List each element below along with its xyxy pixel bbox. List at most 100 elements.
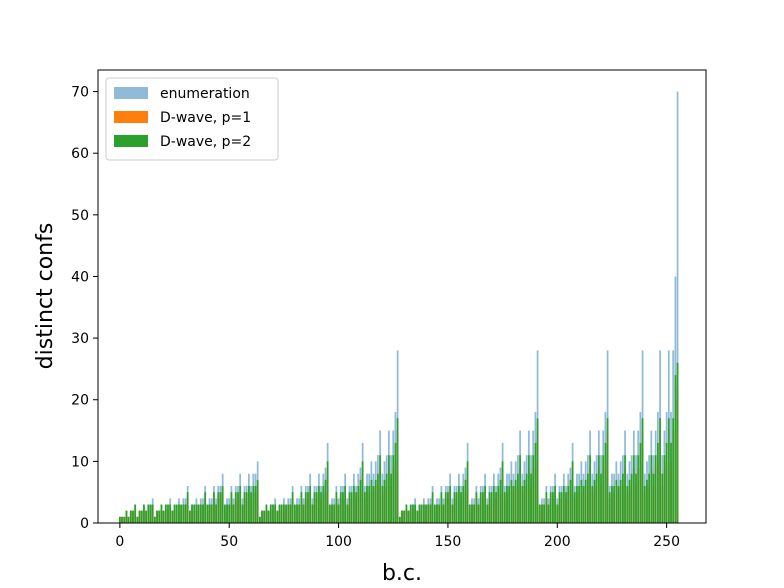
bar (153, 516, 156, 523)
bar (361, 461, 364, 523)
bar (534, 442, 537, 523)
bar (219, 492, 222, 523)
bar (602, 455, 605, 523)
bar (676, 91, 679, 523)
bar (208, 504, 211, 523)
bar (368, 486, 371, 523)
bar (171, 510, 174, 523)
bar (285, 504, 287, 523)
bar (136, 516, 139, 523)
bar (659, 418, 661, 523)
bar (307, 492, 309, 523)
legend-label: D-wave, p=2 (160, 134, 251, 150)
bar (510, 479, 513, 523)
bar (565, 492, 567, 523)
bar (151, 504, 154, 523)
bar (296, 504, 298, 523)
bar (164, 504, 167, 523)
bar (499, 479, 502, 523)
y-tick-label: 20 (71, 393, 89, 409)
y-tick-label: 40 (71, 269, 89, 285)
bar (538, 504, 541, 523)
bar (337, 504, 340, 523)
y-tick-label: 10 (71, 454, 89, 470)
bar (517, 473, 519, 523)
bar (350, 492, 353, 523)
bar (643, 486, 646, 523)
x-tick-label: 50 (220, 534, 238, 550)
bar (162, 510, 165, 523)
bar (359, 479, 362, 523)
bar (420, 504, 423, 523)
bar (213, 492, 215, 523)
bar (232, 504, 235, 523)
bar (525, 473, 528, 523)
bar (425, 504, 427, 523)
bar (670, 442, 672, 523)
bar (530, 473, 532, 523)
bar (606, 418, 609, 523)
bar (335, 492, 338, 523)
bar (217, 492, 220, 523)
bar (239, 486, 242, 523)
bar (492, 486, 495, 523)
bar (324, 479, 327, 523)
bar (477, 504, 480, 523)
bar (475, 492, 478, 523)
bar (652, 473, 655, 523)
bar (215, 504, 217, 523)
bar (401, 510, 403, 523)
bar (390, 473, 392, 523)
bar (243, 492, 246, 523)
bar (188, 510, 191, 523)
bar (626, 486, 629, 523)
bar (169, 504, 172, 523)
bar (180, 504, 182, 523)
legend-box (105, 77, 279, 161)
bar (228, 504, 231, 523)
bar (613, 486, 616, 523)
bar (186, 492, 189, 523)
y-tick-label: 50 (71, 208, 89, 224)
bar (127, 516, 130, 523)
bar (258, 516, 261, 523)
bar (573, 492, 576, 523)
bar (274, 504, 277, 523)
bar (156, 510, 158, 523)
bar (405, 504, 408, 523)
bar (315, 492, 318, 523)
bar (650, 455, 653, 523)
bar (543, 504, 546, 523)
bar (381, 486, 384, 523)
y-tick-label: 0 (80, 516, 89, 532)
bar (265, 504, 268, 523)
bar (457, 486, 460, 523)
bar (512, 486, 515, 523)
bar (145, 510, 147, 523)
bar (230, 492, 233, 523)
bar (223, 504, 226, 523)
bar (353, 486, 355, 523)
bar (455, 492, 458, 523)
bar (418, 504, 421, 523)
bar (147, 504, 150, 523)
bar (320, 492, 322, 523)
y-axis-ticks: 0 10 20 30 40 50 60 70 (71, 85, 98, 532)
bar (291, 492, 294, 523)
bar (416, 510, 419, 523)
bar (160, 504, 163, 523)
bar (276, 510, 279, 523)
bar (442, 504, 445, 523)
bar (503, 492, 506, 523)
bar (466, 461, 469, 523)
bar (293, 504, 296, 523)
bar (206, 504, 209, 523)
bar (584, 479, 587, 523)
bar (490, 492, 493, 523)
bar (407, 510, 410, 523)
bar (331, 504, 333, 523)
bar (554, 486, 556, 523)
bar (580, 479, 583, 523)
bar (278, 504, 281, 523)
bar (202, 504, 204, 523)
